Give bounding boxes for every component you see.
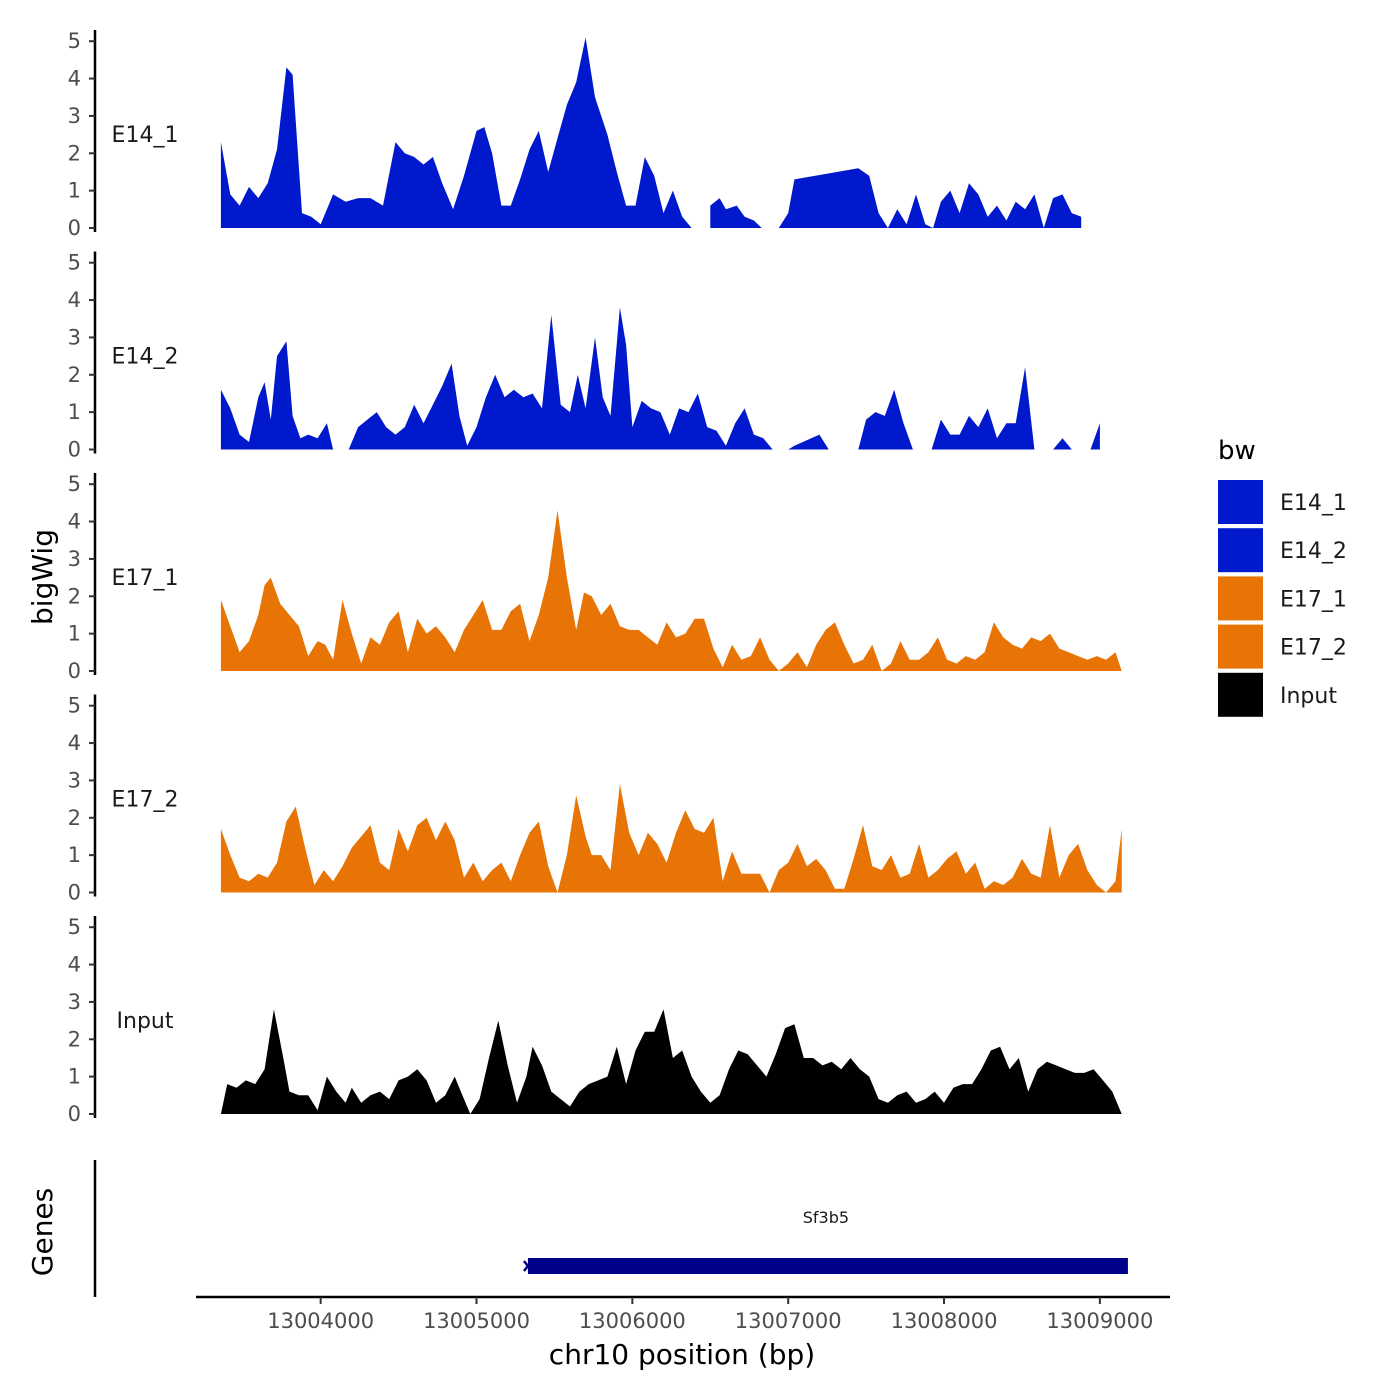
y-tick-label: 0: [68, 216, 81, 240]
legend-swatch: [1218, 480, 1263, 524]
legend-swatch: [1218, 624, 1263, 669]
x-axis: 13004000 13005000 13006000 13007000 13008000…: [196, 1295, 1170, 1333]
signal-area: [220, 341, 334, 450]
track-label: E14_2: [112, 345, 179, 370]
genes-axis-title: Genes: [26, 1188, 59, 1276]
track-e17-1: 0 1 2 3 4 5 E17_1: [68, 472, 1122, 683]
genes-track: Sf3b5: [93, 1160, 1128, 1297]
track-label: E17_1: [112, 566, 179, 591]
legend-swatch: [1218, 528, 1263, 573]
track-label: E14_1: [112, 123, 179, 148]
y-tick-label: 5: [68, 472, 81, 496]
x-tick-label: 13009000: [1046, 1309, 1153, 1333]
y-tick-label: 2: [68, 1027, 81, 1051]
x-tick-label: 13007000: [735, 1309, 842, 1333]
y-tick-label: 2: [68, 141, 81, 165]
signal-area: [858, 389, 913, 450]
legend: bw E14_1 E14_2 E17_1 E17_2 Input: [1218, 436, 1347, 717]
track-e17-2: 0 1 2 3 4 5 E17_2: [68, 694, 1122, 905]
y-tick-label: 1: [68, 843, 81, 867]
signal-area: [778, 168, 1082, 228]
y-tick-label: 0: [68, 438, 81, 462]
legend-label: Input: [1280, 684, 1337, 709]
track-input: 0 1 2 3 4 5 Input: [68, 915, 1122, 1126]
signal-area: [220, 1009, 1122, 1114]
signal-area: [220, 510, 1122, 671]
legend-swatch: [1218, 576, 1263, 621]
y-tick-label: 0: [68, 1102, 81, 1126]
track-e14-2: 0 1 2 3 4 5 E14_2: [68, 251, 1100, 462]
signal-tracks: 0 1 2 3 4 5 E14_1 0 1 2 3 4 5 E14_2 0 1 2 3 4 5 E17_1 0 1 2 3 4 5 E…: [68, 29, 1122, 1126]
y-tick-label: 4: [68, 510, 81, 534]
y-tick-label: 1: [68, 622, 81, 646]
y-tick-label: 4: [68, 288, 81, 312]
gene-body: [527, 1258, 1128, 1274]
y-tick-label: 1: [68, 400, 81, 424]
y-tick-label: 0: [68, 659, 81, 683]
legend-label: E14_1: [1280, 491, 1347, 516]
y-tick-label: 1: [68, 179, 81, 203]
y-tick-label: 3: [68, 547, 81, 571]
x-tick-label: 13008000: [891, 1309, 998, 1333]
signal-area: [931, 367, 1035, 450]
x-tick-label: 13006000: [579, 1309, 686, 1333]
y-tick-label: 3: [68, 768, 81, 792]
x-axis-title: chr10 position (bp): [549, 1338, 815, 1371]
y-tick-label: 5: [68, 694, 81, 718]
signal-area: [1090, 423, 1100, 450]
track-label: Input: [117, 1009, 174, 1034]
y-tick-label: 2: [68, 584, 81, 608]
y-tick-label: 4: [68, 731, 81, 755]
y-tick-label: 5: [68, 915, 81, 939]
signal-area: [788, 434, 839, 450]
legend-label: E17_1: [1280, 587, 1347, 612]
gene-label: Sf3b5: [803, 1208, 849, 1227]
y-tick-label: 2: [68, 363, 81, 387]
y-tick-label: 0: [68, 881, 81, 905]
y-tick-label: 3: [68, 990, 81, 1014]
signal-area: [348, 307, 773, 450]
y-tick-label: 3: [68, 104, 81, 128]
legend-label: E17_2: [1280, 636, 1347, 661]
strand-marker: [522, 1260, 533, 1272]
track-label: E17_2: [112, 788, 179, 813]
x-tick-label: 13005000: [423, 1309, 530, 1333]
y-tick-label: 5: [68, 251, 81, 275]
y-tick-label: 3: [68, 325, 81, 349]
legend-title: bw: [1218, 436, 1256, 466]
signal-area: [710, 198, 762, 228]
legend-label: E14_2: [1280, 539, 1347, 564]
track-e14-1: 0 1 2 3 4 5 E14_1: [68, 29, 1082, 240]
signal-area: [220, 37, 692, 228]
y-tick-label: 4: [68, 67, 81, 91]
y-tick-label: 5: [68, 29, 81, 53]
signal-area: [1053, 438, 1072, 450]
y-axis-title: bigWig: [26, 529, 59, 625]
signal-area: [220, 784, 1122, 893]
y-tick-label: 2: [68, 806, 81, 830]
x-tick-label: 13004000: [267, 1309, 374, 1333]
legend-swatch: [1218, 672, 1263, 717]
y-tick-label: 4: [68, 953, 81, 977]
y-tick-label: 1: [68, 1065, 81, 1089]
